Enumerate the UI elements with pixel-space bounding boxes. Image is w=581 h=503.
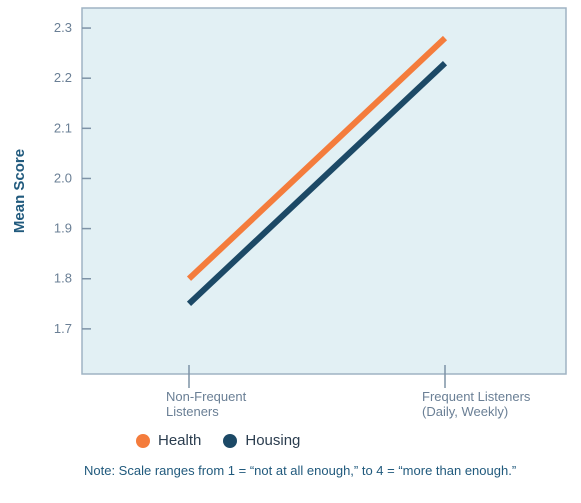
legend-item-health: Health [136, 432, 201, 449]
legend-swatch-housing [223, 433, 238, 448]
y-tick-label: 2.1 [54, 120, 72, 135]
y-tick-label: 1.9 [54, 221, 72, 236]
series-line-housing [186, 60, 448, 306]
chart-note: Note: Scale ranges from 1 = “not at all … [84, 463, 517, 478]
x-tick-label: Frequent Listeners [422, 389, 531, 404]
series-lines [186, 35, 448, 306]
y-tick-label: 1.8 [54, 271, 72, 286]
legend-swatch-health [136, 433, 150, 448]
series-line-health [186, 35, 448, 281]
legend-item-housing: Housing [223, 432, 300, 449]
legend-label-health: Health [158, 432, 202, 449]
y-tick-label: 2.2 [54, 70, 72, 85]
x-tick-label: Listeners [166, 404, 219, 419]
legend: Health Housing [136, 432, 322, 449]
x-tick-label: (Daily, Weekly) [422, 404, 508, 419]
plot-area [81, 7, 567, 375]
x-tick-label: Non-Frequent [166, 389, 247, 404]
y-tick-label: 2.0 [54, 170, 72, 185]
y-axis-ticks: 1.7 1.8 1.9 2.0 2.1 2.2 2.3 [54, 20, 91, 336]
y-tick-label: 2.3 [54, 20, 72, 35]
legend-label-housing: Housing [245, 432, 301, 449]
y-axis-title: Mean Score [11, 149, 28, 233]
y-tick-label: 1.7 [54, 321, 72, 336]
